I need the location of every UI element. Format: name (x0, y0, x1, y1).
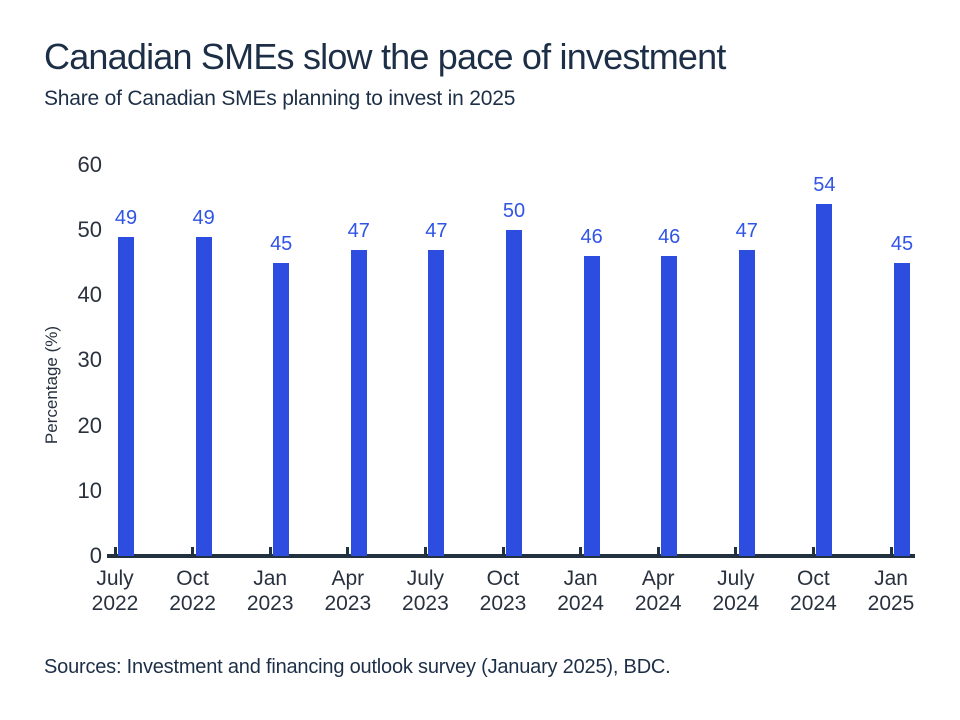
x-tick-label-year: 2024 (634, 592, 682, 615)
x-tick-mark (889, 547, 893, 555)
x-tick-label-year: 2024 (557, 592, 604, 615)
bar-value-label: 47 (425, 219, 448, 242)
y-tick-label: 20 (77, 412, 102, 438)
x-tick-mark (268, 547, 272, 555)
bar-value-label: 47 (347, 219, 370, 242)
x-tick-mark (734, 547, 738, 555)
bar-value-label: 45 (890, 232, 914, 255)
x-tick-label: Oct 2023 (441, 566, 565, 616)
bar (118, 236, 134, 556)
x-tick-label-year: 2025 (867, 592, 915, 615)
chart-title: Canadian SMEs slow the pace of investmen… (44, 36, 726, 77)
x-tick-label-month: Apr (641, 567, 675, 590)
bar (428, 249, 445, 556)
x-tick-label-month: Oct (176, 567, 209, 590)
x-tick-label: Apr 2024 (596, 566, 720, 616)
x-tick-label-month: Oct (797, 567, 830, 590)
x-tick-label: Jan 2024 (519, 566, 643, 616)
x-tick-label-month: July (717, 567, 755, 590)
y-tick-label: 0 (89, 543, 102, 568)
x-tick-label-year: 2023 (246, 592, 294, 615)
x-tick-label-year: 2023 (324, 592, 372, 615)
x-tick-label-month: Apr (331, 567, 365, 590)
chart-subtitle: Share of Canadian SMEs planning to inves… (44, 87, 516, 110)
bar (506, 230, 522, 556)
x-tick-label-month: July (96, 567, 134, 590)
bar-value-label: 46 (658, 226, 681, 249)
x-tick-mark (579, 547, 583, 555)
x-tick-label: Oct 2022 (131, 566, 255, 616)
x-tick-label-year: 2022 (91, 592, 139, 615)
x-tick-label: Jan 2025 (829, 566, 953, 616)
x-tick-label: Jan 2023 (208, 566, 332, 616)
bar (816, 204, 833, 556)
sources-note: Sources: Investment and financing outloo… (44, 656, 671, 678)
bar (661, 256, 678, 556)
x-tick-label-month: Jan (563, 567, 598, 590)
bar-value-label: 54 (813, 174, 836, 197)
x-tick-label-month: Jan (874, 567, 908, 590)
y-tick-label: 60 (77, 151, 102, 177)
x-tick-label: Apr 2023 (286, 566, 410, 616)
y-tick-label: 10 (77, 477, 102, 503)
x-tick-label-year: 2024 (712, 592, 760, 615)
x-tick-mark (656, 547, 660, 555)
bar-value-label: 49 (192, 206, 215, 229)
y-tick-label: 40 (77, 282, 102, 308)
bar (350, 249, 367, 556)
x-tick-label: Oct 2024 (751, 566, 875, 616)
bar-value-label: 49 (114, 206, 138, 229)
x-tick-mark (811, 547, 815, 555)
x-tick-label-year: 2023 (479, 592, 527, 615)
x-tick-label-year: 2023 (402, 592, 449, 615)
bar-value-label: 45 (270, 232, 293, 255)
x-tick-mark (423, 547, 427, 555)
x-tick-mark (113, 547, 117, 555)
x-tick-label-month: Jan (253, 567, 288, 590)
x-tick-label-month: Oct (486, 567, 520, 590)
bar (273, 262, 290, 556)
bar-value-label: 50 (502, 200, 526, 223)
x-axis-line (107, 554, 915, 558)
x-tick-label-year: 2022 (169, 592, 216, 615)
x-tick-mark (346, 547, 350, 555)
y-tick-label: 30 (77, 347, 102, 373)
x-tick-label-month: July (406, 567, 445, 590)
x-tick-label: July 2023 (363, 566, 487, 616)
x-tick-label: July 2022 (53, 566, 177, 616)
bar (195, 236, 212, 556)
bar (738, 249, 755, 556)
bar (583, 256, 600, 556)
x-tick-label: July 2024 (674, 566, 798, 616)
bar-value-label: 47 (735, 219, 758, 242)
y-tick-label: 50 (77, 217, 102, 243)
bar (894, 262, 910, 556)
x-tick-mark (191, 547, 195, 555)
x-tick-mark (501, 547, 505, 555)
x-tick-label-year: 2024 (790, 592, 837, 615)
bar-value-label: 46 (580, 226, 603, 249)
